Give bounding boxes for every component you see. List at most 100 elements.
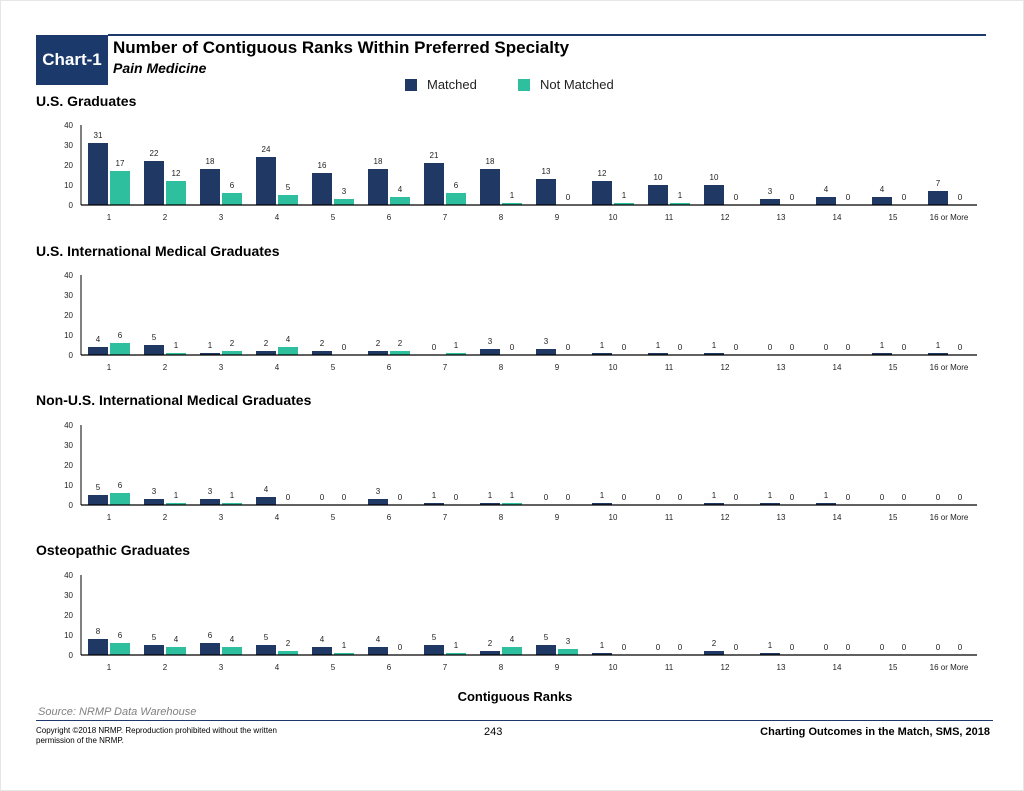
data-label: 4 xyxy=(398,185,403,194)
bar-matched xyxy=(760,503,780,505)
bar-not-matched xyxy=(166,647,186,655)
data-label: 0 xyxy=(622,493,627,502)
bar-matched xyxy=(480,169,500,205)
x-tick-label: 9 xyxy=(555,513,560,522)
bar-matched xyxy=(816,197,836,205)
bar-not-matched xyxy=(334,199,354,205)
x-tick-label: 1 xyxy=(107,663,112,672)
x-tick-label: 9 xyxy=(555,663,560,672)
data-label: 4 xyxy=(174,635,179,644)
x-tick-label: 8 xyxy=(499,363,504,372)
legend-item-not-matched: Not Matched xyxy=(518,77,614,92)
x-tick-label: 1 xyxy=(107,363,112,372)
bar-matched xyxy=(200,169,220,205)
bar-matched xyxy=(200,353,220,355)
x-tick-label: 16 or More xyxy=(930,213,969,222)
data-label: 3 xyxy=(544,337,549,346)
x-tick-label: 10 xyxy=(609,513,618,522)
x-tick-label: 14 xyxy=(833,663,842,672)
data-label: 0 xyxy=(902,343,907,352)
y-tick-label: 40 xyxy=(64,121,73,130)
data-label: 0 xyxy=(790,493,795,502)
x-tick-label: 4 xyxy=(275,213,280,222)
y-tick-label: 30 xyxy=(64,141,73,150)
data-label: 0 xyxy=(902,193,907,202)
data-label: 0 xyxy=(936,493,941,502)
data-label: 13 xyxy=(542,167,551,176)
bar-not-matched xyxy=(110,343,130,355)
data-label: 0 xyxy=(678,643,683,652)
x-tick-label: 3 xyxy=(219,663,224,672)
bar-not-matched xyxy=(334,653,354,655)
bar-matched xyxy=(200,499,220,505)
x-tick-label: 12 xyxy=(721,513,730,522)
data-label: 21 xyxy=(430,151,439,160)
y-tick-label: 20 xyxy=(64,161,73,170)
data-label: 6 xyxy=(454,181,459,190)
bar-matched xyxy=(480,503,500,505)
data-label: 2 xyxy=(398,339,403,348)
data-label: 4 xyxy=(824,185,829,194)
data-label: 3 xyxy=(152,487,157,496)
data-label: 2 xyxy=(286,639,291,648)
bar-matched xyxy=(256,351,276,355)
x-tick-label: 3 xyxy=(219,363,224,372)
data-label: 22 xyxy=(150,149,159,158)
bar-matched xyxy=(872,353,892,355)
legend-label-matched: Matched xyxy=(427,77,477,92)
data-label: 18 xyxy=(486,157,495,166)
data-label: 1 xyxy=(600,341,605,350)
bar-not-matched xyxy=(222,351,242,355)
data-label: 6 xyxy=(118,631,123,640)
panel-title-us-graduates: U.S. Graduates xyxy=(36,93,137,109)
x-tick-label: 1 xyxy=(107,513,112,522)
bar-not-matched xyxy=(390,351,410,355)
bar-matched xyxy=(88,495,108,505)
data-label: 0 xyxy=(902,493,907,502)
data-label: 1 xyxy=(454,641,459,650)
bar-matched xyxy=(536,349,556,355)
x-tick-label: 13 xyxy=(777,513,786,522)
data-label: 0 xyxy=(544,493,549,502)
chart-title: Number of Contiguous Ranks Within Prefer… xyxy=(113,38,570,57)
x-tick-label: 6 xyxy=(387,213,392,222)
x-tick-label: 9 xyxy=(555,213,560,222)
data-label: 1 xyxy=(768,641,773,650)
bar-matched xyxy=(480,651,500,655)
publication-title: Charting Outcomes in the Match, SMS, 201… xyxy=(760,726,990,738)
y-tick-label: 10 xyxy=(64,481,73,490)
bar-not-matched xyxy=(222,503,242,505)
data-label: 0 xyxy=(902,643,907,652)
data-label: 0 xyxy=(734,343,739,352)
data-label: 2 xyxy=(320,339,325,348)
bar-matched xyxy=(88,347,108,355)
data-label: 6 xyxy=(118,481,123,490)
panel-title-non-us-img: Non-U.S. International Medical Graduates xyxy=(36,392,312,408)
bar-not-matched xyxy=(278,195,298,205)
data-label: 1 xyxy=(510,191,515,200)
data-label: 0 xyxy=(958,343,963,352)
data-label: 1 xyxy=(600,491,605,500)
bar-not-matched xyxy=(110,643,130,655)
bar-matched xyxy=(704,651,724,655)
data-label: 1 xyxy=(678,191,683,200)
x-tick-label: 14 xyxy=(833,363,842,372)
data-label: 0 xyxy=(734,643,739,652)
data-label: 1 xyxy=(768,491,773,500)
y-tick-label: 10 xyxy=(64,181,73,190)
data-label: 4 xyxy=(510,635,515,644)
footer-rule xyxy=(36,720,993,721)
bar-matched xyxy=(704,185,724,205)
data-label: 0 xyxy=(790,193,795,202)
data-label: 10 xyxy=(710,173,719,182)
bar-matched xyxy=(312,351,332,355)
data-label: 0 xyxy=(846,643,851,652)
bar-not-matched xyxy=(110,171,130,205)
bar-not-matched xyxy=(166,503,186,505)
data-label: 1 xyxy=(712,491,717,500)
bar-not-matched xyxy=(558,649,578,655)
data-label: 2 xyxy=(376,339,381,348)
bar-matched xyxy=(872,197,892,205)
